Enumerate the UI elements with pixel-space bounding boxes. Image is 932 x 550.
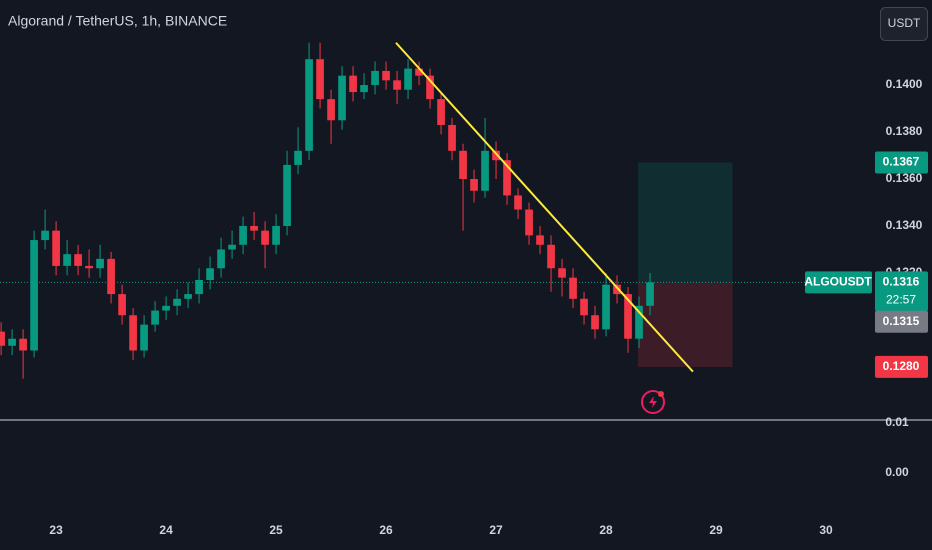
candle-body: [41, 230, 49, 241]
candle-body: [316, 59, 324, 100]
candle-body: [63, 254, 71, 266]
candle-body: [492, 150, 500, 161]
candle-body: [283, 164, 291, 226]
candle-body: [0, 331, 5, 346]
candle-body: [184, 294, 192, 299]
last-price-label: 0.1316: [883, 275, 920, 289]
candle-body: [261, 230, 269, 245]
candle-body: [8, 338, 16, 346]
countdown-label: 22:57: [886, 293, 916, 307]
y-tick-label: 0.1380: [886, 124, 923, 138]
x-tick-label: 26: [379, 523, 393, 537]
candle-body: [74, 254, 82, 266]
trendline: [395, 42, 694, 373]
alert-dot[interactable]: [658, 391, 664, 397]
candle-body: [349, 75, 357, 93]
candle-body: [448, 124, 456, 151]
candle-body: [107, 258, 115, 295]
candle-body: [580, 298, 588, 316]
candle-body: [228, 244, 236, 250]
candle-body: [360, 85, 368, 93]
candle-body: [624, 294, 632, 339]
candle-body: [437, 99, 445, 125]
candle-body: [426, 75, 434, 100]
candle-body: [85, 265, 93, 269]
candle-body: [514, 195, 522, 210]
candle-body: [173, 298, 181, 306]
candle-body: [327, 99, 335, 121]
candle-body: [305, 59, 313, 151]
alert-ring[interactable]: [641, 390, 665, 414]
candle-body: [503, 160, 511, 196]
candle-body: [404, 68, 412, 90]
candle-body: [635, 305, 643, 339]
y-tick-label: 0.1400: [886, 77, 923, 91]
x-tick-label: 29: [709, 523, 723, 537]
candle-body: [591, 315, 599, 330]
candle-body: [569, 277, 577, 299]
candle-body: [129, 315, 137, 351]
candle-body: [239, 225, 247, 245]
candle-body: [250, 225, 258, 231]
candle-body: [294, 150, 302, 165]
y2-tick-label: 0.00: [885, 465, 909, 479]
candle-body: [613, 284, 621, 295]
candle-body: [415, 68, 423, 76]
candle-body: [217, 249, 225, 269]
position-target-zone: [637, 162, 733, 283]
currency-button[interactable]: [880, 7, 928, 41]
candle-body: [558, 268, 566, 278]
candle-body: [382, 70, 390, 81]
x-tick-label: 24: [159, 523, 173, 537]
candle-body: [371, 70, 379, 86]
y2-tick-label: 0.01: [885, 415, 909, 429]
plot: [0, 42, 870, 379]
alert-icon[interactable]: [641, 390, 665, 414]
marker-label-box: [875, 310, 928, 333]
candle-body: [272, 225, 280, 245]
candle-body: [52, 230, 60, 266]
candle-body: [96, 258, 104, 269]
candle-body: [195, 280, 203, 295]
stop-label: 0.1280: [883, 359, 920, 373]
target-label: 0.1367: [883, 155, 920, 169]
candle-body: [393, 80, 401, 90]
x-tick-label: 23: [49, 523, 63, 537]
candle-body: [19, 338, 27, 351]
alert-bolt[interactable]: [649, 396, 657, 408]
candle-body: [140, 324, 148, 351]
candle-body: [481, 150, 489, 191]
marker-label: 0.1315: [883, 314, 920, 328]
candle-body: [151, 310, 159, 325]
y-tick-label: 0.1340: [886, 218, 923, 232]
stop-label-box: [875, 355, 928, 378]
x-tick-label: 30: [819, 523, 833, 537]
candle-body: [338, 75, 346, 121]
candle-body: [536, 235, 544, 245]
x-tick-label: 27: [489, 523, 503, 537]
last-price-box: [875, 271, 928, 312]
chart-title: Algorand / TetherUS, 1h, BINANCE: [8, 13, 227, 29]
candle-body: [30, 240, 38, 351]
candle-body: [525, 209, 533, 236]
symbol-label: ALGOUSDT: [804, 275, 872, 289]
x-tick-label: 28: [599, 523, 613, 537]
candle-body: [459, 150, 467, 179]
currency-button-label[interactable]: USDT: [888, 16, 921, 30]
candle-body: [646, 282, 654, 306]
y-tick-label: 0.1360: [886, 171, 923, 185]
candle-body: [470, 178, 478, 191]
target-label-box: [875, 151, 928, 174]
candle-body: [206, 268, 214, 280]
candle-body: [118, 294, 126, 316]
x-tick-label: 25: [269, 523, 283, 537]
candle-body: [602, 284, 610, 330]
candle-body: [547, 244, 555, 269]
symbol-label-box: [805, 271, 872, 294]
candle-body: [162, 305, 170, 311]
